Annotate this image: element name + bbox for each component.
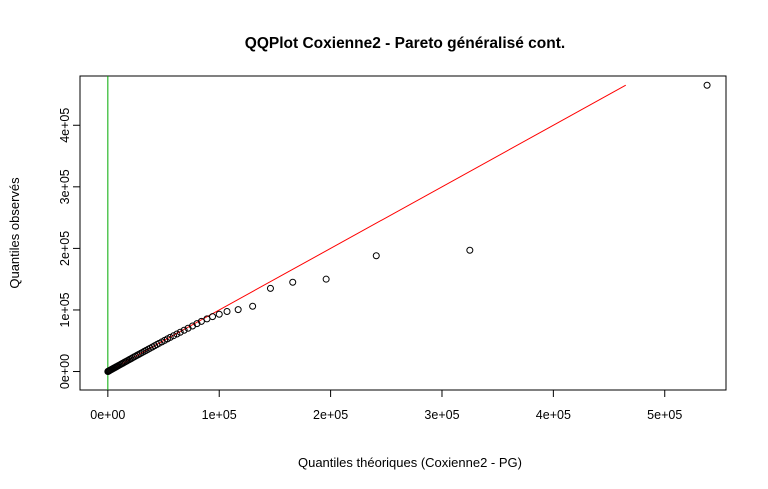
data-point [234, 306, 242, 314]
plot-frame [79, 75, 727, 391]
data-point [322, 275, 330, 283]
y-tick-label: 3e+05 [58, 169, 72, 204]
y-axis: 0e+00 1e+05 2e+05 3e+05 4e+05 [58, 108, 81, 389]
x-tick-label: 2e+05 [313, 408, 348, 422]
x-axis: 0e+00 1e+05 2e+05 3e+05 4e+05 5e+05 [90, 389, 682, 422]
data-point [180, 326, 188, 334]
data-point [173, 330, 181, 338]
reference-lines [107, 76, 627, 390]
chart-title: QQPlot Coxienne2 - Pareto généralisé con… [245, 35, 565, 52]
data-point [266, 284, 274, 292]
data-point [215, 310, 223, 318]
data-point [209, 313, 217, 321]
y-tick-label: 4e+05 [58, 108, 72, 143]
x-tick-label: 3e+05 [424, 408, 459, 422]
data-point [703, 81, 711, 89]
data-point [249, 302, 257, 310]
data-point [176, 328, 184, 336]
x-tick-label: 0e+00 [90, 408, 125, 422]
data-point [223, 308, 231, 315]
data-point [170, 332, 178, 340]
y-tick-label: 2e+05 [58, 231, 72, 266]
data-point [166, 333, 174, 341]
y-tick-label: 1e+05 [58, 292, 72, 327]
data-point [466, 246, 474, 254]
data-point [289, 278, 297, 286]
x-tick-label: 5e+05 [647, 408, 682, 422]
data-point [197, 317, 205, 325]
y-axis-label: Quantiles observés [7, 177, 22, 289]
data-points [104, 81, 711, 376]
x-tick-label: 4e+05 [536, 408, 571, 422]
y-tick-label: 0e+00 [58, 354, 72, 389]
data-point [372, 252, 380, 260]
x-axis-label: Quantiles théoriques (Coxienne2 - PG) [298, 455, 522, 470]
x-tick-label: 1e+05 [202, 408, 237, 422]
